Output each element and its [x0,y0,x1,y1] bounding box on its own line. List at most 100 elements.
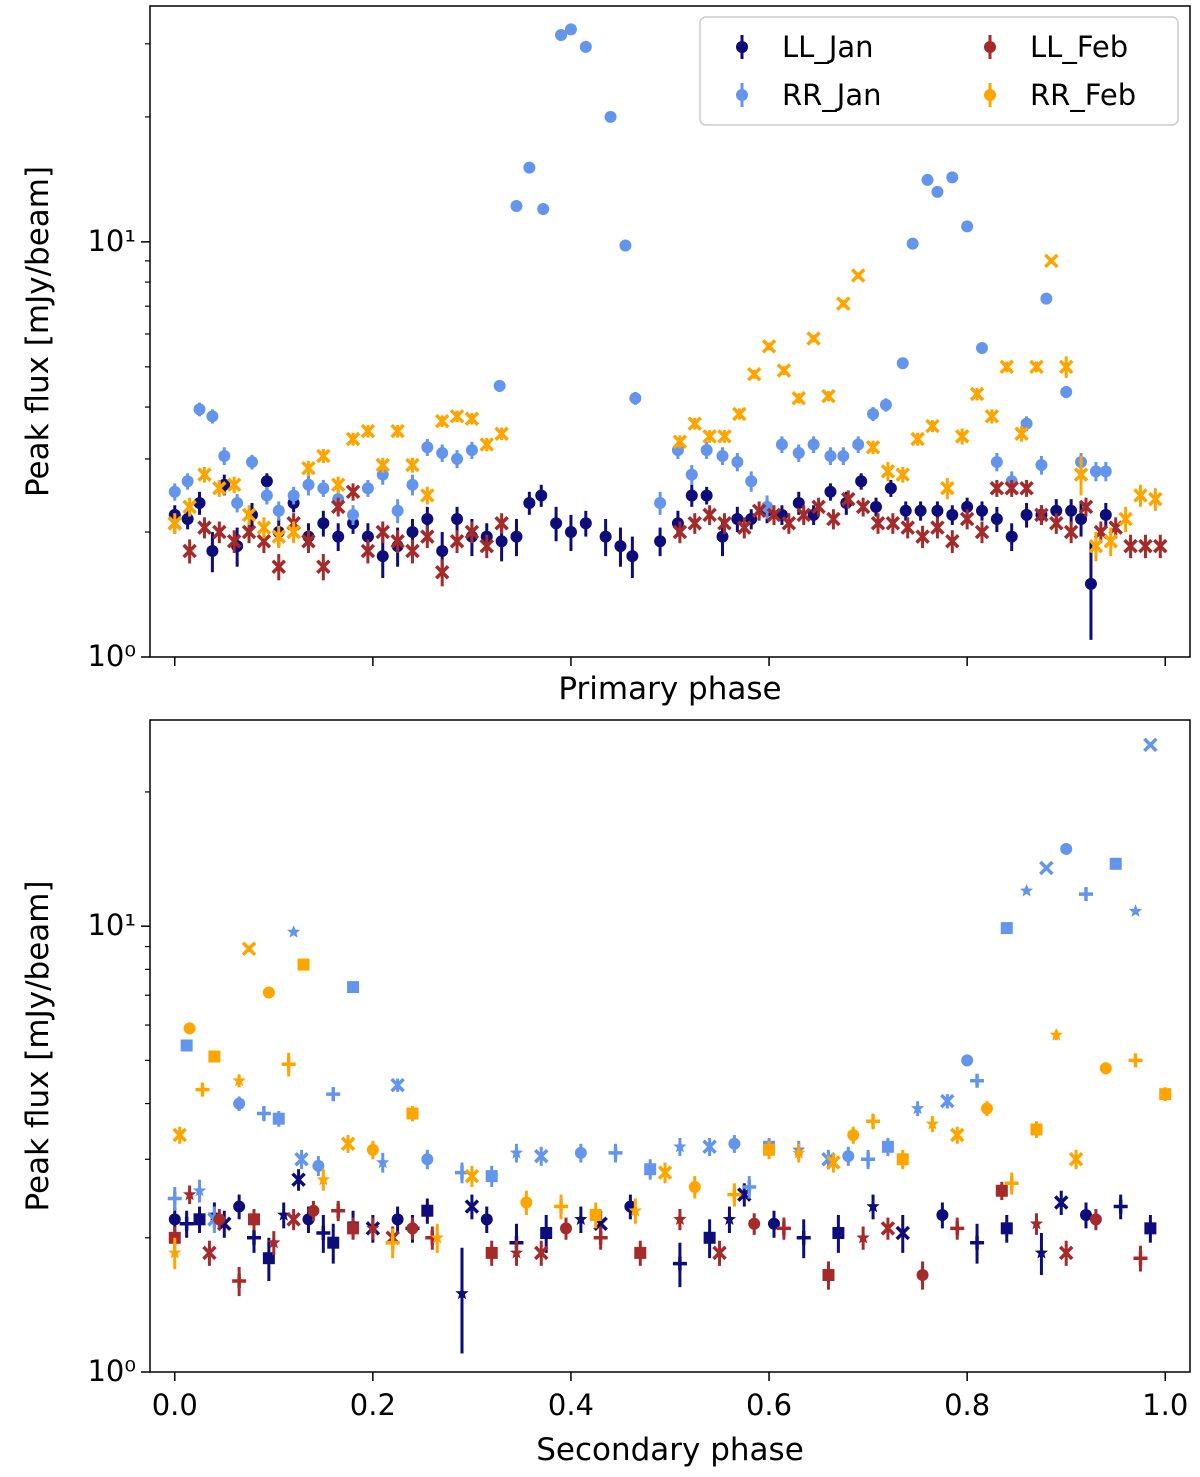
data-point [430,1223,444,1253]
data-point-marker [1034,1245,1049,1259]
data-point [464,1194,480,1220]
data-point-marker [197,467,212,482]
data-point [807,436,820,454]
data-point [493,379,506,392]
data-point-marker [1039,860,1054,876]
data-point-marker [231,496,244,509]
data-point [731,453,744,472]
data-point-marker [193,403,206,416]
data-point-marker [1020,508,1033,521]
data-point [1019,479,1034,497]
data-point [703,1219,716,1259]
data-point [593,1226,608,1250]
data-point [301,530,316,554]
data-point-marker [1103,534,1118,549]
data-point [644,1159,657,1180]
data-point [870,497,883,517]
data-point-marker [232,1273,247,1288]
data-point [961,1054,974,1067]
data-point-marker [451,512,464,525]
data-point [360,539,376,564]
data-point [925,1116,940,1133]
data-point-marker [728,1137,741,1150]
data-point-marker [910,431,925,447]
data-point-marker [792,496,805,509]
data-point [277,1202,291,1229]
data-point-marker [510,530,523,543]
x-axis-label: Secondary phase [536,1432,804,1468]
data-point [685,465,698,485]
data-point [589,1202,602,1229]
plot-frame [149,5,1191,658]
data-point [1089,1209,1102,1231]
data-point-marker [1019,480,1034,496]
data-point [560,1217,572,1240]
data-point [316,1169,330,1191]
data-point-marker [826,1155,841,1170]
data-point-marker [534,1245,549,1261]
data-point [821,388,836,404]
legend-marker [736,89,748,101]
data-point [837,447,850,466]
data-point-marker [183,1022,196,1035]
data-point [574,1143,587,1163]
data-point [687,513,702,534]
data-point [970,1223,985,1264]
data-point-marker [925,1117,940,1130]
data-point-marker [974,524,990,540]
data-point-marker [654,535,667,548]
data-point-marker [1000,922,1013,935]
data-point-marker [1138,538,1153,554]
data-point [286,1209,301,1231]
data-point-marker [193,496,206,509]
data-point [1054,1190,1069,1215]
data-point-marker [391,1213,404,1226]
data-point [193,491,206,515]
data-point [626,536,639,578]
data-point-marker [464,524,480,540]
data-point-marker [167,516,182,531]
data-point [554,1194,569,1220]
data-point [1068,1149,1084,1170]
data-point [1113,1194,1128,1220]
data-point [737,517,752,539]
data-point-marker [954,429,970,444]
data-point [1148,488,1163,511]
data-point [347,1217,360,1240]
panel-primary-phase: 10⁰ 10¹ Primary phase Peak flux [mJy/beam… [20,5,1191,707]
data-point [256,1106,271,1122]
data-point-marker [465,444,478,457]
data-point [673,1137,687,1157]
data-point [619,239,632,252]
data-point [449,409,465,424]
data-point-marker [260,489,273,502]
data-point-marker [856,1230,870,1244]
data-point [796,1219,811,1259]
data-point [1063,521,1079,544]
data-point [345,431,361,447]
data-point-marker [172,1127,187,1143]
data-point [1073,455,1089,496]
data-point-marker [390,1077,405,1093]
data-point [847,1126,860,1144]
data-point-marker [700,444,713,457]
data-point-marker [347,981,360,994]
data-point-marker [931,185,944,198]
data-point [732,406,747,422]
data-point-marker [1060,385,1073,398]
data-point-marker [1089,465,1102,478]
data-point [537,203,550,216]
data-point-marker [307,1204,320,1217]
data-point [1030,1121,1043,1138]
data-point [301,460,316,476]
data-point [856,1226,870,1250]
data-point [950,1217,965,1240]
x-axis-label: Primary phase [558,671,781,707]
data-point-marker [480,1213,493,1226]
data-point [168,1237,182,1270]
data-point [930,517,945,539]
series-LL_Jan [168,1169,1157,1354]
data-point-marker [183,1187,197,1201]
data-point-marker [316,1226,331,1241]
data-point [302,474,315,496]
